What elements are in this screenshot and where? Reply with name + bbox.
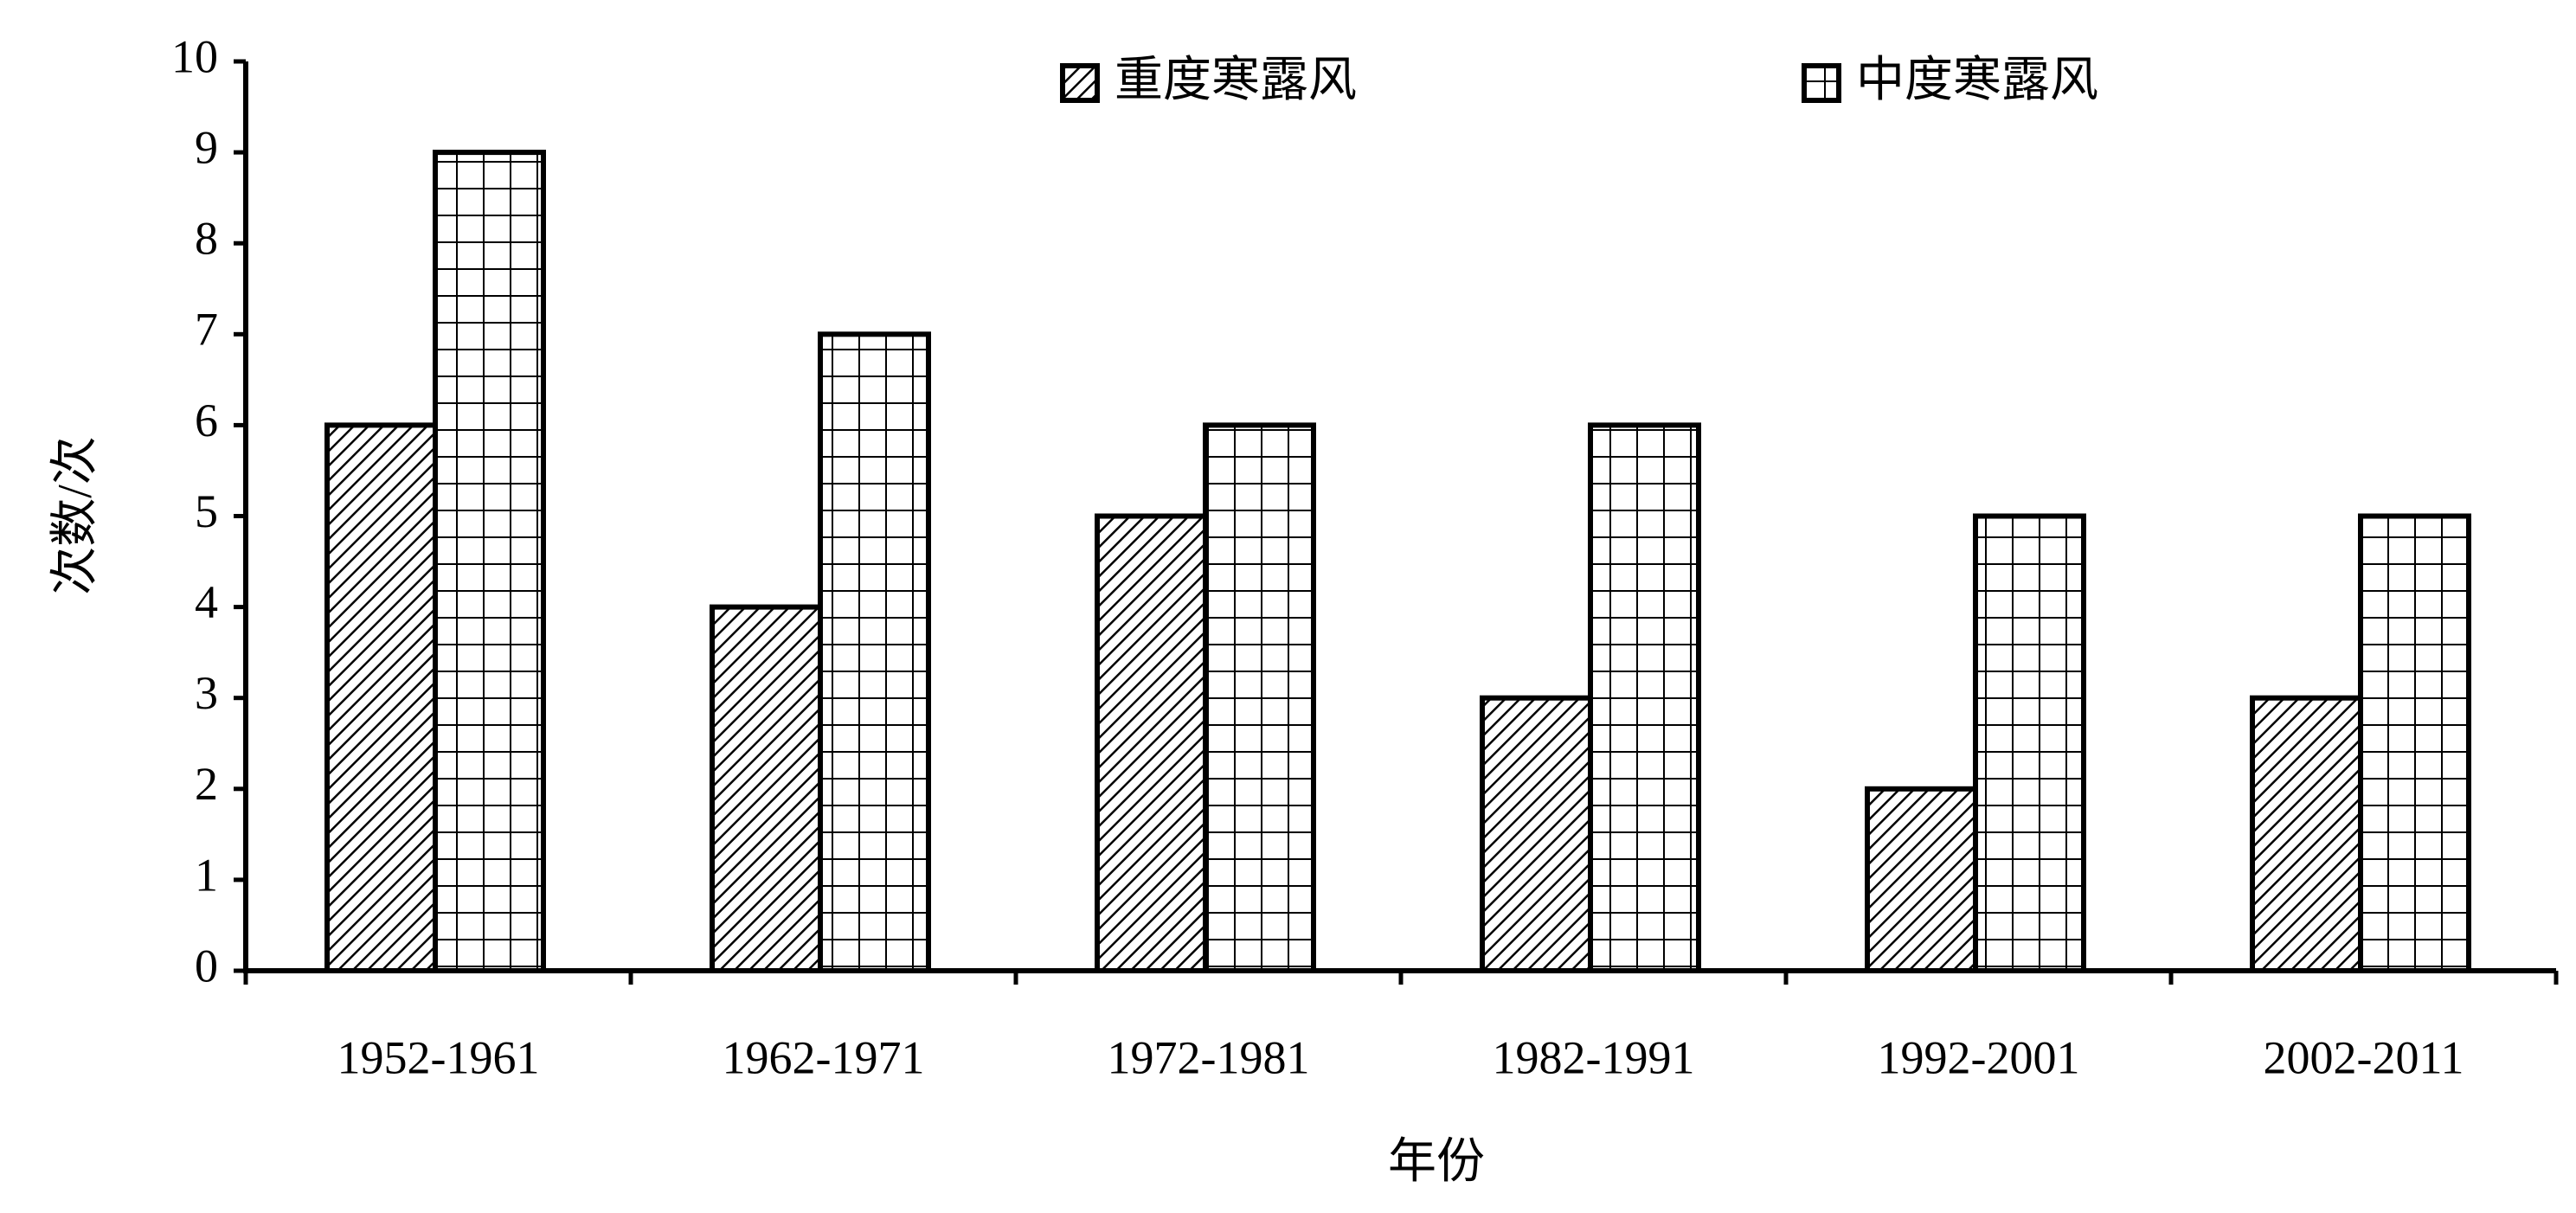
x-tick-label: 1992-2001 <box>1878 1031 2080 1083</box>
bar <box>1095 513 1208 973</box>
y-axis-title: 次数/次 <box>48 436 102 595</box>
legend-swatch <box>1060 63 1100 103</box>
y-tick-label: 7 <box>195 304 218 356</box>
y-tick-label: 1 <box>195 849 218 901</box>
y-tick-label: 5 <box>195 485 218 537</box>
y-tick-label: 2 <box>195 758 218 810</box>
bar <box>2250 695 2363 973</box>
y-tick-label: 0 <box>195 940 218 992</box>
bar <box>433 150 546 974</box>
x-tick-label: 1962-1971 <box>723 1031 925 1083</box>
x-tick-label: 1982-1991 <box>1493 1031 1695 1083</box>
bar <box>1588 422 1701 973</box>
bar <box>818 331 931 973</box>
y-tick-label: 10 <box>171 30 218 82</box>
x-tick-label: 1952-1961 <box>337 1031 540 1083</box>
x-axis-title: 年份 <box>1388 1135 1485 1189</box>
legend-label: 中度寒露风 <box>1856 54 2098 107</box>
legend-label: 重度寒露风 <box>1115 54 1357 107</box>
y-tick-label: 8 <box>195 213 218 265</box>
x-tick-label: 2002-2011 <box>2264 1031 2464 1083</box>
legend-swatch <box>1802 63 1841 103</box>
bar <box>1480 695 1593 973</box>
bar <box>710 604 823 973</box>
bar <box>1973 513 2086 973</box>
bar <box>1865 786 1978 973</box>
bar <box>324 422 438 973</box>
bar <box>2358 513 2471 973</box>
bar <box>1203 422 1316 973</box>
y-tick-label: 3 <box>195 667 218 719</box>
x-tick-label: 1972-1981 <box>1108 1031 1310 1083</box>
y-tick-label: 4 <box>195 576 218 628</box>
y-tick-label: 9 <box>195 121 218 173</box>
y-tick-label: 6 <box>195 395 218 446</box>
